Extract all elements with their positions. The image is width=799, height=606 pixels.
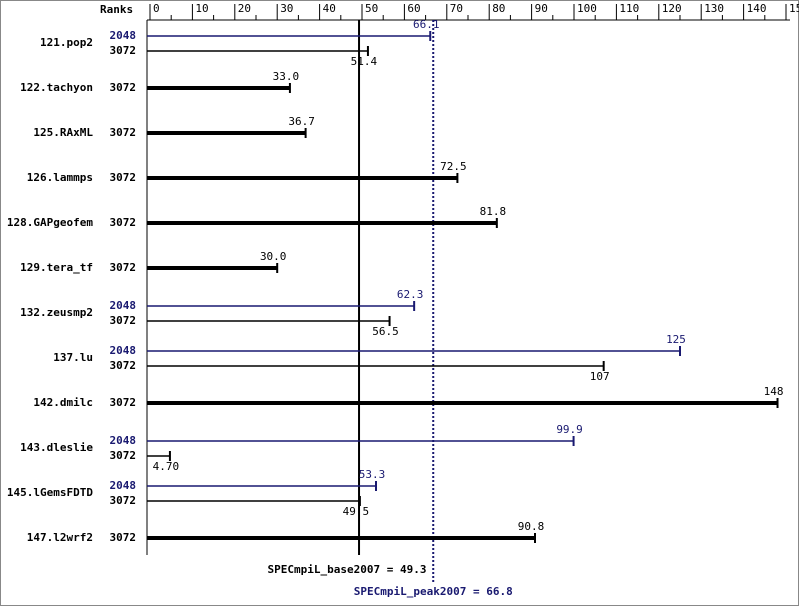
- value-label: 49.5: [343, 505, 370, 518]
- value-label: 62.3: [397, 288, 424, 301]
- benchmark-name: 121.pop2: [40, 36, 93, 49]
- value-label: 56.5: [372, 325, 399, 338]
- benchmark-name: 128.GAPgeofem: [7, 216, 93, 229]
- rank-label: 3072: [110, 126, 137, 139]
- rank-label: 3072: [110, 449, 137, 462]
- value-label: 90.8: [518, 520, 545, 533]
- value-label: 30.0: [260, 250, 287, 263]
- x-tick-label: 140: [747, 2, 767, 15]
- benchmark-name: 125.RAxML: [33, 126, 93, 139]
- x-tick-label: 100: [577, 2, 597, 15]
- value-label: 81.8: [480, 205, 507, 218]
- x-tick-label: 40: [323, 2, 336, 15]
- benchmark-name: 129.tera_tf: [20, 261, 93, 274]
- benchmark-name: 122.tachyon: [20, 81, 93, 94]
- x-tick-label: 80: [492, 2, 505, 15]
- x-tick-label: 130: [704, 2, 724, 15]
- x-tick-label: 10: [195, 2, 208, 15]
- x-tick-label: 90: [535, 2, 548, 15]
- benchmark-name: 143.dleslie: [20, 441, 93, 454]
- x-tick-label: 120: [662, 2, 682, 15]
- value-label: 53.3: [359, 468, 386, 481]
- base-mean-label: SPECmpiL_base2007 = 49.3: [268, 563, 427, 576]
- x-tick-label: 0: [153, 2, 160, 15]
- x-tick-label: 110: [619, 2, 639, 15]
- rank-label: 2048: [110, 299, 137, 312]
- value-label: 107: [590, 370, 610, 383]
- benchmark-name: 137.lu: [53, 351, 93, 364]
- value-label: 51.4: [351, 55, 378, 68]
- value-label: 33.0: [273, 70, 300, 83]
- rank-label: 3072: [110, 314, 137, 327]
- rank-label: 3072: [110, 261, 137, 274]
- rank-label: 2048: [110, 479, 137, 492]
- rank-label: 3072: [110, 44, 137, 57]
- x-tick-label: 70: [450, 2, 463, 15]
- rank-label: 2048: [110, 29, 137, 42]
- value-label: 148: [764, 385, 784, 398]
- benchmark-name: 132.zeusmp2: [20, 306, 93, 319]
- rank-label: 3072: [110, 216, 137, 229]
- value-label: 66.1: [413, 18, 440, 31]
- x-tick-label: 150: [789, 2, 799, 15]
- rank-label: 3072: [110, 359, 137, 372]
- benchmark-name: 145.lGemsFDTD: [7, 486, 93, 499]
- value-label: 36.7: [288, 115, 315, 128]
- x-tick-label: 50: [365, 2, 378, 15]
- value-label: 125: [666, 333, 686, 346]
- value-label: 72.5: [440, 160, 467, 173]
- rank-label: 3072: [110, 171, 137, 184]
- rank-label: 3072: [110, 531, 137, 544]
- x-tick-label: 20: [238, 2, 251, 15]
- x-tick-label: 60: [407, 2, 420, 15]
- rank-label: 3072: [110, 494, 137, 507]
- peak-mean-label: SPECmpiL_peak2007 = 66.8: [354, 585, 513, 598]
- rank-label: 3072: [110, 81, 137, 94]
- benchmark-name: 126.lammps: [27, 171, 93, 184]
- benchmark-name: 142.dmilc: [33, 396, 93, 409]
- value-label: 4.70: [153, 460, 180, 473]
- value-label: 99.9: [556, 423, 583, 436]
- rank-label: 2048: [110, 344, 137, 357]
- rank-label: 3072: [110, 396, 137, 409]
- rank-label: 2048: [110, 434, 137, 447]
- benchmark-name: 147.l2wrf2: [27, 531, 93, 544]
- axis-label: Ranks: [100, 3, 133, 16]
- x-tick-label: 30: [280, 2, 293, 15]
